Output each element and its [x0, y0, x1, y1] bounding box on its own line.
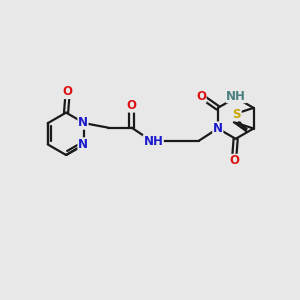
Text: NH: NH	[226, 90, 246, 103]
Text: NH: NH	[143, 135, 163, 148]
Text: N: N	[78, 116, 88, 129]
Text: O: O	[229, 154, 239, 167]
Text: N: N	[213, 122, 223, 135]
Text: N: N	[78, 138, 88, 151]
Text: S: S	[232, 108, 241, 121]
Text: O: O	[196, 90, 206, 103]
Text: O: O	[127, 99, 136, 112]
Text: O: O	[63, 85, 73, 98]
